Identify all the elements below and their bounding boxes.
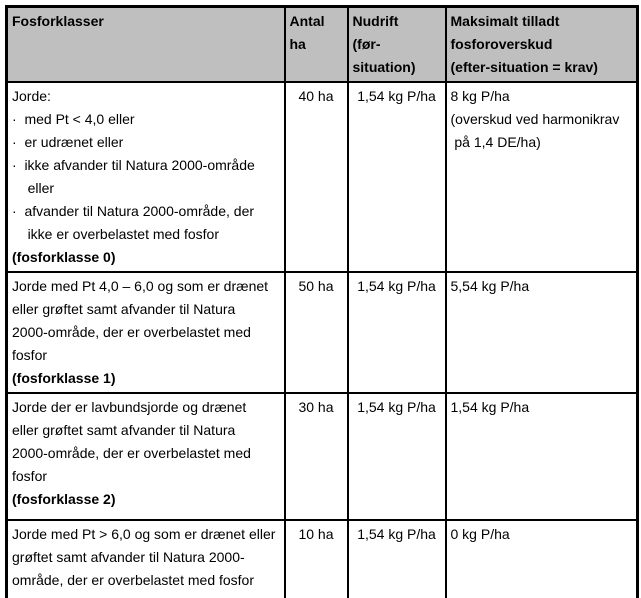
cell-maksimalt: 8 kg P/ha (overskud ved harmonikrav på 1… — [444, 81, 639, 273]
description-text: Jorde med Pt > 6,0 og som er drænet elle… — [12, 526, 276, 588]
cell-maksimalt: 5,54 kg P/ha — [444, 271, 639, 394]
cell-nudrift: 1,54 kg P/ha — [346, 271, 447, 394]
cell-nudrift: 1,54 kg P/ha — [346, 392, 447, 521]
header-antal-ha: Antal ha — [283, 5, 349, 83]
cell-description: Jorde der er lavbundsjorde og drænet ell… — [5, 392, 286, 521]
header-maksimalt-tilladt: Maksimalt tilladt fosforoverskud (efter-… — [444, 5, 639, 83]
cell-nudrift: 1,54 kg P/ha — [346, 81, 447, 273]
cell-maksimalt: 1,54 kg P/ha — [444, 392, 639, 521]
cell-antal-ha: 10 ha — [283, 519, 349, 598]
header-nudrift: Nudrift (før- situation) — [346, 5, 447, 83]
cell-maksimalt: 0 kg P/ha — [444, 519, 639, 598]
fosforklasse-label: (fosforklasse 2) — [12, 491, 116, 507]
cell-description: Jorde: · med Pt < 4,0 eller · er udrænet… — [5, 81, 286, 273]
cell-nudrift: 1,54 kg P/ha — [346, 519, 447, 598]
table-row: Jorde med Pt 4,0 – 6,0 og som er drænet … — [5, 271, 639, 394]
cell-description: Jorde med Pt > 6,0 og som er drænet elle… — [5, 519, 286, 598]
description-text: Jorde: · med Pt < 4,0 eller · er udrænet… — [12, 88, 255, 242]
fosforklasse-label: (fosforklasse 1) — [12, 370, 116, 386]
description-text: Jorde med Pt 4,0 – 6,0 og som er drænet … — [12, 278, 269, 363]
cell-antal-ha: 40 ha — [283, 81, 349, 273]
fosforklasser-table: Fosforklasser Antal ha Nudrift (før- sit… — [5, 5, 639, 598]
cell-description: Jorde med Pt 4,0 – 6,0 og som er drænet … — [5, 271, 286, 394]
cell-antal-ha: 50 ha — [283, 271, 349, 394]
table-header-row: Fosforklasser Antal ha Nudrift (før- sit… — [5, 5, 639, 83]
table-row: Jorde med Pt > 6,0 og som er drænet elle… — [5, 519, 639, 598]
cell-antal-ha: 30 ha — [283, 392, 349, 521]
table-row: Jorde: · med Pt < 4,0 eller · er udrænet… — [5, 81, 639, 273]
fosforklasse-label: (fosforklasse 3) — [12, 592, 280, 598]
fosforklasse-label: (fosforklasse 0) — [12, 249, 116, 265]
header-fosforklasser: Fosforklasser — [5, 5, 286, 83]
table-row: Jorde der er lavbundsjorde og drænet ell… — [5, 392, 639, 521]
description-text: Jorde der er lavbundsjorde og drænet ell… — [12, 399, 251, 484]
